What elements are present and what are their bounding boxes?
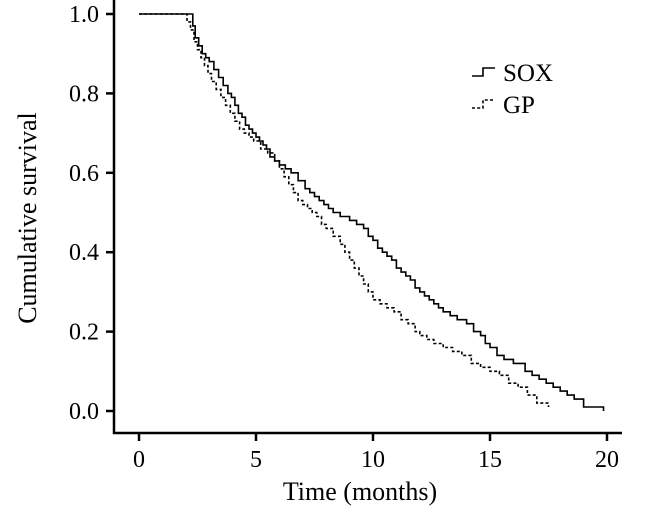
legend-label-gp: GP	[503, 92, 535, 119]
x-tick-label: 10	[361, 447, 385, 473]
legend-swatch-sox	[472, 67, 495, 77]
legend: SOX GP	[472, 60, 553, 119]
curve-sox	[139, 13, 605, 411]
y-tick-label: 1.0	[69, 2, 99, 28]
ticks: 0 5 10 15 20 0.0 0.2 0.4 0.6 0.8 1.0	[69, 2, 619, 473]
y-tick-label: 0.0	[69, 399, 99, 425]
survival-curves	[139, 13, 605, 411]
y-tick-label: 0.4	[69, 240, 99, 266]
legend-label-sox: SOX	[503, 60, 553, 87]
axes	[112, 0, 622, 435]
x-tick-label: 15	[478, 447, 502, 473]
y-tick-label: 0.6	[69, 161, 99, 187]
curve-gp	[139, 13, 550, 407]
y-tick-label: 0.8	[69, 81, 99, 107]
x-tick-label: 5	[250, 447, 262, 473]
y-axis-title: Cumulative survival	[13, 112, 42, 324]
x-tick-label: 20	[595, 447, 619, 473]
legend-swatch-gp	[472, 99, 495, 109]
y-tick-label: 0.2	[69, 320, 99, 346]
x-tick-label: 0	[133, 447, 145, 473]
x-axis-title: Time (months)	[283, 477, 437, 506]
